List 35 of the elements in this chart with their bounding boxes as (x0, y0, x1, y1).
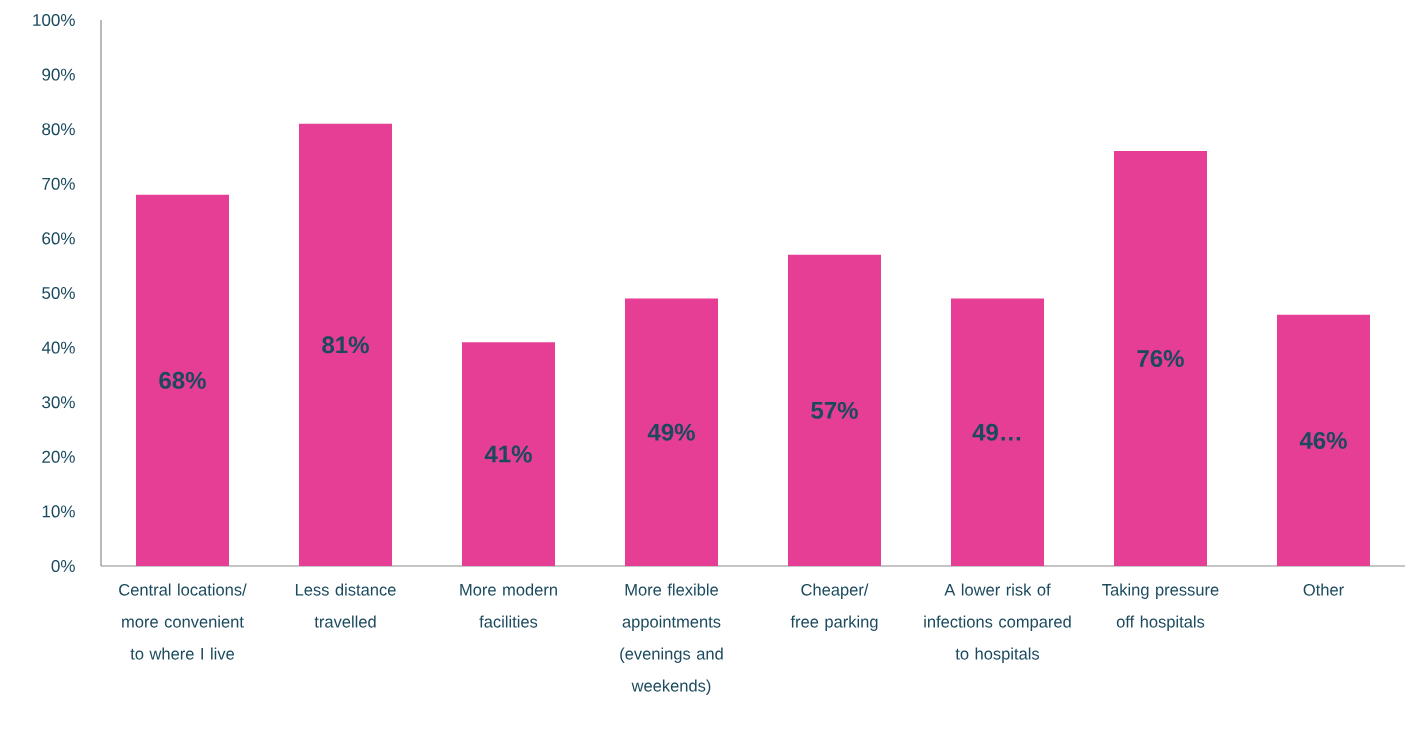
y-tick-label: 30% (42, 396, 75, 409)
x-tick-label: Taking pressure off hospitals (1102, 583, 1219, 631)
bar (624, 298, 718, 566)
y-tick-label: 100% (33, 13, 75, 27)
category-label: More modern facilities (460, 583, 557, 628)
bar (1276, 314, 1370, 566)
bar (1113, 151, 1207, 566)
y-tick-label: 40% (41, 341, 75, 354)
y-tick-label: 50% (42, 286, 75, 300)
bar (787, 254, 881, 566)
data-label: 68% (159, 371, 206, 389)
category-label: Central locations/ more convenient to where I live (119, 583, 247, 660)
data-label: 46% (1299, 431, 1347, 449)
data-label: 41% (484, 445, 532, 463)
y-tick-label: 20% (42, 450, 75, 463)
y-tick-label: 60% (42, 232, 75, 245)
category-label: Less distance travelled (295, 583, 396, 628)
y-tick-label: 90% (42, 68, 75, 81)
data-label: 76% (1137, 350, 1184, 368)
data-label: 49… (972, 423, 1021, 441)
category-label: A lower risk of infections compared to hospitals (924, 583, 1071, 663)
y-tick-label: 0% (51, 559, 75, 573)
x-tick-label: Other (1303, 583, 1344, 596)
x-tick-label: Cheaper/ free parking (790, 583, 878, 631)
y-tick-label: 80% (42, 123, 75, 136)
y-tick-label: 10% (42, 505, 75, 518)
bar (136, 194, 229, 566)
bar (299, 123, 392, 566)
data-label: 57% (811, 401, 858, 419)
category-label: More flexible appointments (evenings and weekends) (620, 583, 723, 695)
data-label: 49% (647, 423, 695, 441)
data-label: 81% (322, 336, 369, 354)
bar (950, 298, 1044, 566)
bar (461, 342, 555, 566)
y-tick-label: 70% (42, 177, 75, 190)
